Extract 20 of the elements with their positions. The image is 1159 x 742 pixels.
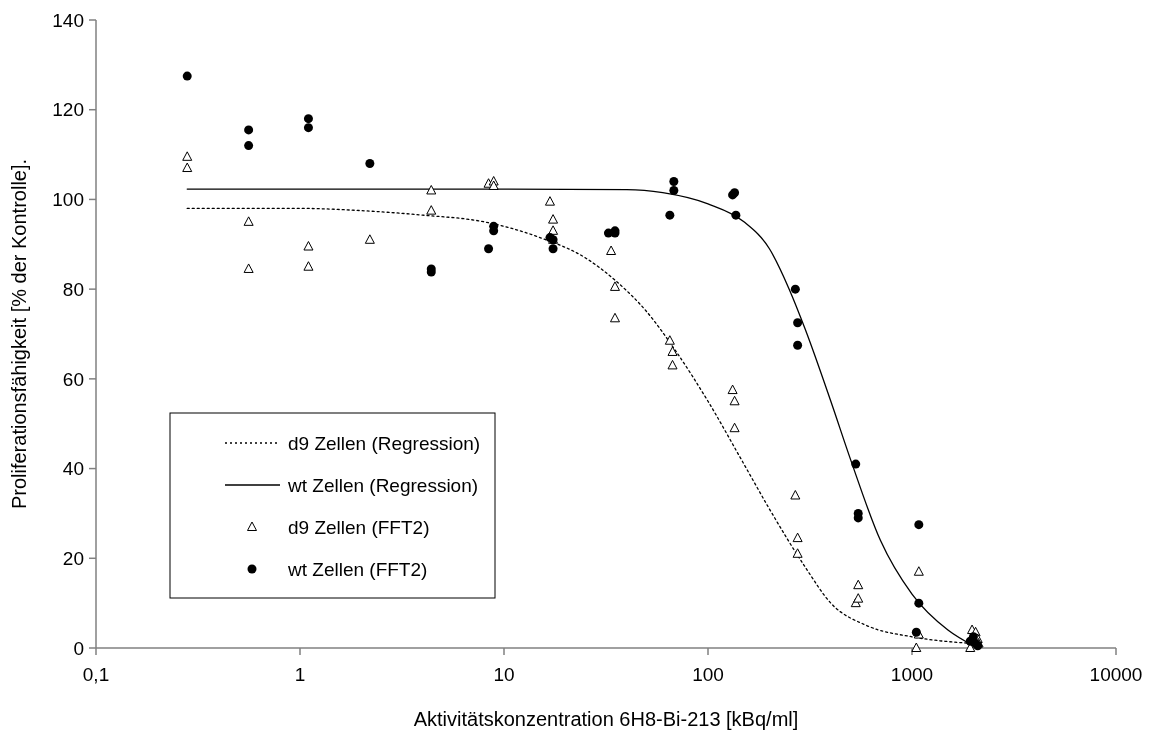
x-tick-label: 1 <box>294 664 306 685</box>
x-tick-label: 10000 <box>1089 664 1143 685</box>
x-tick-label: 0,1 <box>82 664 110 685</box>
x-axis-title: Aktivitätskonzentration 6H8-Bi-213 [kBq/ml] <box>413 708 799 730</box>
legend-label: wt Zellen (Regression) <box>287 475 479 496</box>
legend-label: wt Zellen (FFT2) <box>287 559 428 580</box>
y-tick-label: 0 <box>73 637 84 659</box>
y-tick-label: 20 <box>62 547 84 569</box>
x-tick-label: 1000 <box>890 664 934 685</box>
y-tick-label: 140 <box>52 9 84 31</box>
x-tick-label: 100 <box>692 664 724 685</box>
y-tick-label: 40 <box>62 458 84 480</box>
y-axis-title: Proliferationsfähigkeit [% der Kontrolle]. <box>8 158 30 510</box>
y-tick-label: 80 <box>62 278 84 300</box>
legend-label: d9 Zellen (Regression) <box>288 433 481 454</box>
y-tick-label: 60 <box>62 368 84 390</box>
y-tick-label: 120 <box>52 99 84 121</box>
y-tick-label: 100 <box>52 189 84 211</box>
legend-label: d9 Zellen (FFT2) <box>288 517 430 538</box>
x-tick-label: 10 <box>493 664 515 685</box>
